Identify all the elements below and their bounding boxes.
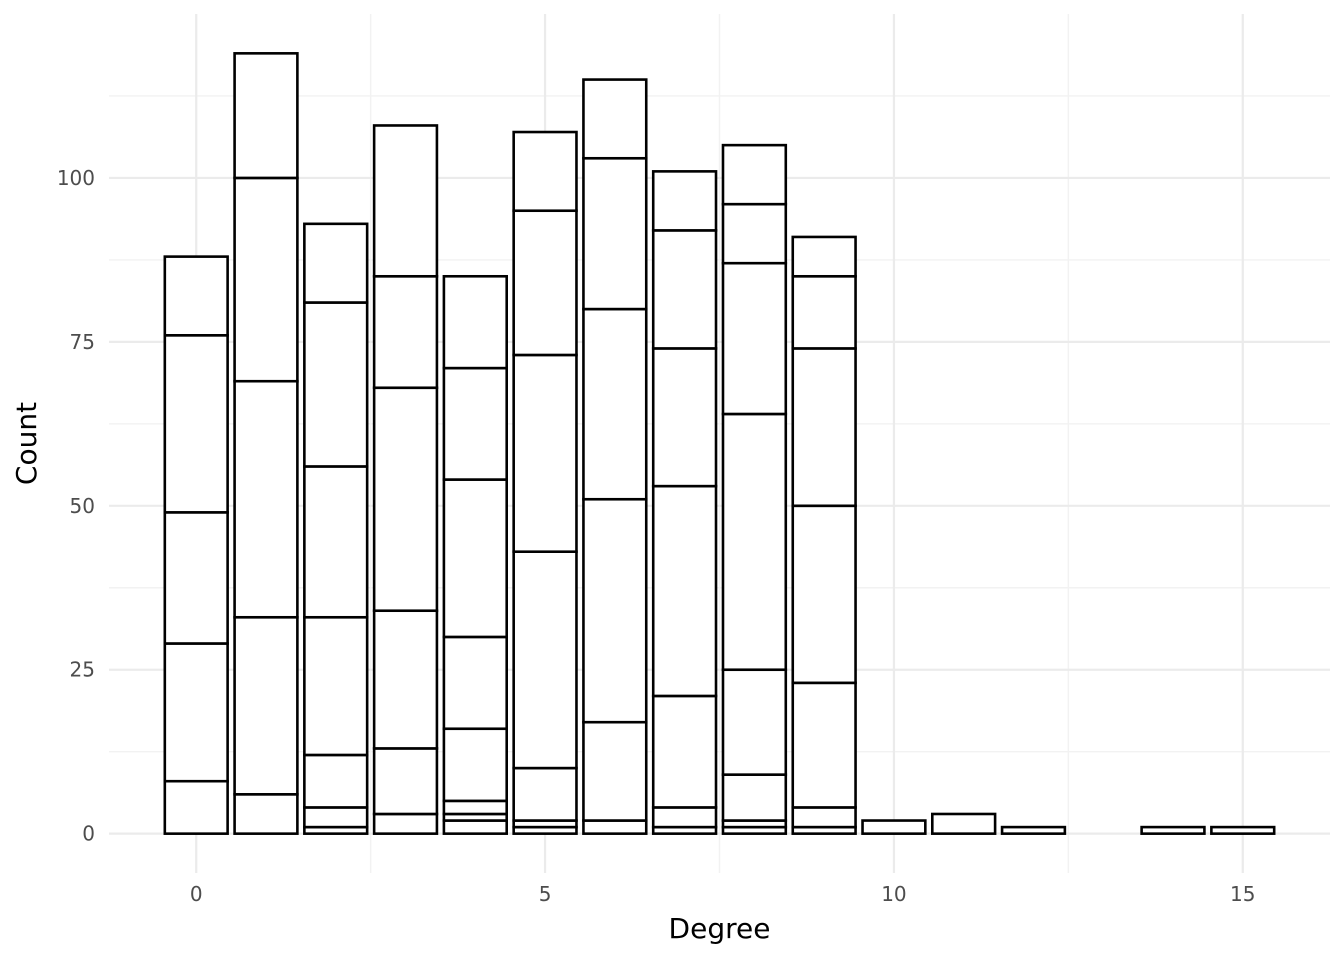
bar-segment — [233, 176, 299, 383]
bar-degree-4 — [442, 274, 508, 835]
bar-segment — [582, 819, 648, 835]
bar-segment — [372, 124, 439, 278]
bar-segment — [582, 720, 648, 822]
bar-segment — [582, 156, 648, 311]
bar-segment — [303, 753, 369, 809]
bar-segment — [582, 78, 648, 160]
bar-segment — [442, 727, 508, 803]
bar-segment — [303, 615, 369, 757]
bar-segment — [791, 274, 857, 350]
bar-segment — [233, 615, 299, 796]
bar-segment — [512, 353, 578, 553]
bar-segment — [372, 812, 439, 835]
bar-segment — [303, 222, 369, 304]
bar-segment — [512, 209, 578, 357]
x-tick-label: 0 — [190, 882, 203, 906]
bar-segment — [651, 484, 718, 698]
bar-segment — [791, 347, 857, 508]
x-tick-label: 10 — [881, 882, 906, 906]
bar-segment — [651, 806, 718, 829]
bar-degree-12 — [1000, 825, 1067, 835]
bar-segment — [651, 170, 718, 232]
x-tick-label: 5 — [539, 882, 552, 906]
bar-segment — [163, 642, 229, 783]
bar-segment — [931, 812, 997, 835]
bar-segment — [791, 504, 857, 685]
bar-segment — [721, 412, 788, 672]
bar-degree-14 — [1140, 825, 1206, 835]
bar-segment — [372, 274, 439, 390]
bar-segment — [233, 379, 299, 619]
bar-segment — [442, 366, 508, 481]
bar-segment — [1000, 825, 1067, 835]
bar-segment — [791, 681, 857, 809]
bar-segment — [303, 301, 369, 468]
bar-segment — [791, 806, 857, 829]
bar-segment — [512, 766, 578, 822]
y-tick-label: 100 — [57, 166, 95, 190]
y-axis-title: Count — [10, 402, 43, 485]
bar-degree-7 — [651, 170, 718, 835]
bar-segment — [512, 550, 578, 770]
bar-segment — [163, 255, 229, 337]
bar-segment — [512, 130, 578, 213]
bar-segment — [233, 793, 299, 835]
bar-segment — [861, 819, 927, 835]
bar-segment — [582, 307, 648, 501]
bar-degree-10 — [861, 819, 927, 835]
bar-degree-2 — [303, 222, 369, 835]
bar-segment — [442, 819, 508, 835]
y-tick-labels: 0 25 50 75 100 — [57, 166, 95, 846]
bar-segment — [721, 261, 788, 416]
bar-segment — [372, 386, 439, 613]
x-tick-label: 15 — [1230, 882, 1255, 906]
bar-degree-15 — [1210, 825, 1276, 835]
y-tick-label: 0 — [82, 822, 95, 846]
x-tick-labels: 0 5 10 15 — [190, 882, 1256, 906]
bar-segment — [582, 497, 648, 724]
bar-segment — [651, 347, 718, 488]
bar-segment — [163, 779, 229, 835]
bar-segment — [721, 773, 788, 822]
bar-segment — [721, 143, 788, 206]
bar-degree-9 — [791, 235, 857, 835]
bar-segment — [791, 235, 857, 278]
bar-segment — [651, 229, 718, 350]
x-axis-title: Degree — [669, 912, 771, 945]
bar-segment — [442, 274, 508, 370]
bar-segment — [651, 694, 718, 809]
y-tick-label: 25 — [70, 658, 95, 682]
bar-segment — [721, 202, 788, 265]
bar-degree-1 — [233, 52, 299, 835]
bar-segment — [442, 799, 508, 816]
bar-segment — [303, 806, 369, 829]
bar-degree-5 — [512, 130, 578, 835]
bar-degree-0 — [163, 255, 229, 835]
bar-segment — [372, 747, 439, 816]
bar-segment — [233, 52, 299, 180]
bar-degree-6 — [582, 78, 648, 835]
bar-segment — [372, 609, 439, 750]
bar-segment — [163, 511, 229, 645]
bar-segment — [442, 478, 508, 639]
y-tick-label: 50 — [70, 494, 95, 518]
bars — [163, 52, 1276, 835]
bar-degree-11 — [931, 812, 997, 835]
bar-segment — [1140, 825, 1206, 835]
bar-segment — [163, 334, 229, 514]
bar-segment — [1210, 825, 1276, 835]
bar-degree-3 — [372, 124, 439, 835]
y-tick-label: 75 — [70, 330, 95, 354]
bar-segment — [721, 668, 788, 776]
bar-segment — [442, 635, 508, 731]
bar-degree-8 — [721, 143, 788, 835]
bar-segment — [303, 465, 369, 619]
